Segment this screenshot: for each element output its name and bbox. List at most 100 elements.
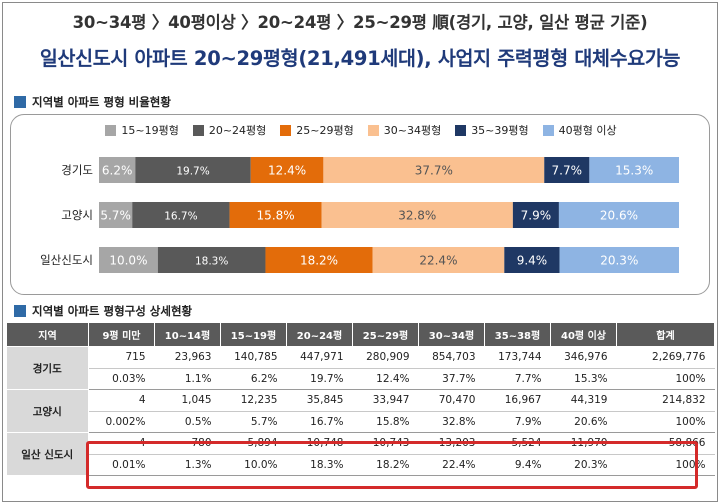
data-label: 20.6% xyxy=(600,209,638,223)
count-cell: 854,703 xyxy=(418,346,485,369)
ratio-cell: 100% xyxy=(616,411,715,433)
category-label: 고양시 xyxy=(61,208,93,222)
legend-label: 40평형 이상 xyxy=(558,124,617,137)
table-row: 고양시 4 1,045 12,235 35,845 33,947 70,470 16,967 4… xyxy=(6,389,715,433)
table-row: 0.01% 1.3% 10.0% 18.3% 18.2% 22.4% 9.4% 20.3% 10… xyxy=(7,454,715,476)
ratio-cell: 10.0% xyxy=(220,454,287,476)
bar-segment xyxy=(512,202,559,228)
bar-segment xyxy=(132,202,230,228)
table-row: 경기도 715 23,963 140,785 447,971 280,909 854,703… xyxy=(6,346,715,390)
bar-segment xyxy=(323,157,545,183)
legend-swatch xyxy=(192,124,204,136)
ratio-cell: 5.7% xyxy=(220,411,287,433)
col-header: 40평 이상 xyxy=(550,322,617,347)
ratio-cell: 22.4% xyxy=(418,454,485,476)
ratio-cell: 32.8% xyxy=(418,411,485,433)
count-cell: 23,963 xyxy=(154,346,221,369)
legend-item: 30~34평형 xyxy=(367,122,442,138)
count-cell: 44,319 xyxy=(550,389,617,412)
page-title: 일산신도시 아파트 20~29평형(21,491세대), 사업지 주력평형 대체… xyxy=(39,47,681,70)
count-cell: 35,845 xyxy=(286,389,353,412)
section-heading-ratio: 지역별 아파트 평형 비율현황 xyxy=(14,94,171,110)
bar-segment xyxy=(229,202,322,228)
data-label: 16.7% xyxy=(164,211,197,223)
data-label: 7.9% xyxy=(521,209,552,223)
ranking-subtitle: 30~34평 〉40평이상 〉20~24평 〉25~29평 順(경기, 고양, … xyxy=(72,13,648,32)
bar-segment xyxy=(250,157,324,183)
ratio-cell: 0.01% xyxy=(88,454,155,476)
count-cell: 214,832 xyxy=(616,389,715,412)
bar-segment xyxy=(504,247,560,273)
col-header: 합계 xyxy=(616,322,715,347)
bar-segment xyxy=(589,157,679,183)
count-cell: 280,909 xyxy=(352,346,419,369)
ratio-cell: 100% xyxy=(616,368,715,390)
bar-segment xyxy=(99,247,158,273)
bar-segment xyxy=(135,157,251,183)
count-cell: 447,971 xyxy=(286,346,353,369)
bar-segment xyxy=(544,157,590,183)
data-label: 19.7% xyxy=(176,166,209,178)
ratio-cell: 0.002% xyxy=(88,411,155,433)
col-header: 9평 미만 xyxy=(88,322,155,347)
section-square-icon xyxy=(14,305,26,317)
data-label: 15.8% xyxy=(257,209,295,223)
legend-label: 25~29평형 xyxy=(296,124,354,137)
table-row: 0.03% 1.1% 6.2% 19.7% 12.4% 37.7% 7.7% 15.3% 100… xyxy=(7,368,715,390)
count-cell: 4 xyxy=(88,389,155,412)
ratio-cell: 1.3% xyxy=(154,454,221,476)
ratio-cell: 7.9% xyxy=(484,411,551,433)
bar-segment xyxy=(558,202,679,228)
col-header: 15~19평 xyxy=(220,322,287,347)
count-cell: 70,470 xyxy=(418,389,485,412)
ratio-cell: 18.3% xyxy=(286,454,353,476)
ratio-chart-panel: 15~19평형 20~24평형 25~29평형 30~34평형 35~39평형 40평형 … xyxy=(10,114,710,295)
data-label: 12.4% xyxy=(268,164,306,178)
legend-label: 20~24평형 xyxy=(208,124,267,137)
col-header: 25~29평 xyxy=(352,322,419,347)
ratio-cell: 20.3% xyxy=(550,454,617,476)
section-heading-detail-text: 지역별 아파트 평형구성 상세현황 xyxy=(32,304,193,318)
legend-item: 35~39평형 xyxy=(455,122,529,138)
table-header-row: 지역 9평 미만 10~14평 15~19평 20~24평 25~29평 30~… xyxy=(6,322,715,347)
data-label: 22.4% xyxy=(419,254,457,268)
bar-segment xyxy=(372,247,505,273)
ratio-cell: 12.4% xyxy=(352,368,419,390)
legend-item: 40평형 이상 xyxy=(542,122,617,138)
legend-swatch xyxy=(367,124,379,136)
section-heading-ratio-text: 지역별 아파트 평형 비율현황 xyxy=(32,95,171,109)
ratio-cell: 6.2% xyxy=(220,368,287,390)
chart-legend: 15~19평형 20~24평형 25~29평형 30~34평형 35~39평형 40평형 … xyxy=(11,122,711,138)
table-row: 일산 신도시 4 780 5,894 10,748 10,743 13,203 5,524 11… xyxy=(6,432,715,476)
count-cell: 16,967 xyxy=(484,389,551,412)
ratio-cell: 9.4% xyxy=(484,454,551,476)
category-label: 일산신도시 xyxy=(40,253,93,267)
ratio-cell: 37.7% xyxy=(418,368,485,390)
ratio-cell: 0.5% xyxy=(154,411,221,433)
col-header: 20~24평 xyxy=(286,322,353,347)
ratio-cell: 20.6% xyxy=(550,411,617,433)
legend-swatch xyxy=(542,124,554,136)
legend-swatch xyxy=(455,124,467,136)
count-cell: 33,947 xyxy=(352,389,419,412)
count-cell: 346,976 xyxy=(550,346,617,369)
legend-item: 25~29평형 xyxy=(280,122,354,138)
bar-segment xyxy=(265,247,373,273)
stacked-bar-chart: 경기도 6.2% 19.7% 12.4% 37.7% 7.7% 15.3% 고양시 5.7% 16… xyxy=(40,157,679,273)
table-row: 0.002% 0.5% 5.7% 16.7% 15.8% 32.8% 7.9% 20.6% 10… xyxy=(7,411,715,433)
ratio-cell: 1.1% xyxy=(154,368,221,390)
section-square-icon xyxy=(14,96,26,108)
bar-segment xyxy=(157,247,266,273)
ratio-cell: 0.03% xyxy=(88,368,155,390)
legend-swatch xyxy=(280,124,292,136)
ratio-cell: 19.7% xyxy=(286,368,353,390)
legend-item: 20~24평형 xyxy=(192,122,267,138)
ratio-cell: 15.8% xyxy=(352,411,419,433)
bar-segment xyxy=(99,157,136,183)
count-cell: 1,045 xyxy=(154,389,221,412)
legend-swatch xyxy=(105,124,117,136)
legend-label: 30~34평형 xyxy=(383,124,442,137)
data-label: 32.8% xyxy=(398,209,436,223)
col-header: 지역 xyxy=(6,322,89,347)
bar-segment xyxy=(559,247,679,273)
